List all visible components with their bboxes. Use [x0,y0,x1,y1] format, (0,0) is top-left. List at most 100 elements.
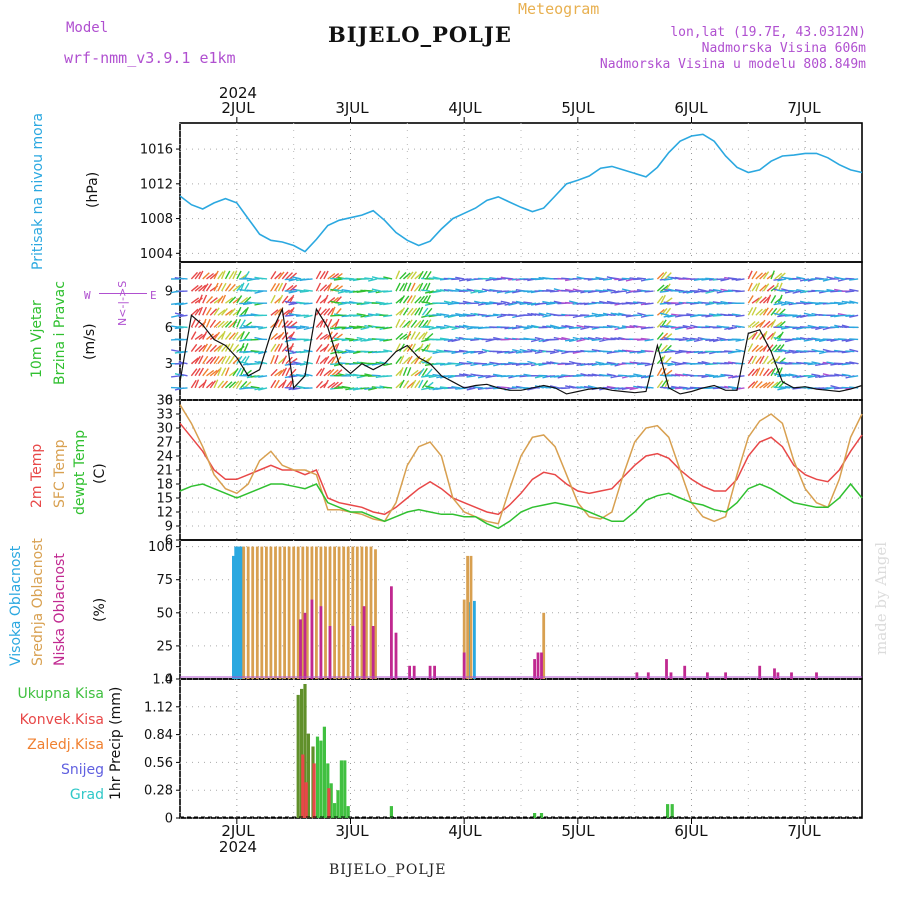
y-tick-label: 0.56 [144,756,173,771]
wind-arrow [656,284,665,292]
wind-arrow [515,300,525,304]
station-title: BIJELO_POLJE [328,22,512,47]
wind-arrow [637,325,647,329]
wind-arrow [508,290,518,293]
wind-arrow [421,289,431,292]
y-tick-label: 0 [165,673,173,688]
wind-arrow [751,355,758,365]
wind-arrow [773,372,783,377]
wind-arrow [803,302,813,305]
cloud-bar-mid_cloud [469,555,473,679]
wind-arrow [206,333,214,341]
lonlat-label: lon,lat (19.7E, 43.0312N) [670,25,866,40]
wind-arrow [375,361,385,365]
wind-arrow [383,314,393,318]
wind-arrow [364,387,374,390]
wind-arrow [564,338,575,342]
wind-arrow [762,307,769,316]
y-tick-label: 1.12 [144,700,173,715]
wind-arrow [213,270,219,280]
wind-arrow [315,295,322,304]
wind-arrow [527,325,537,329]
wind-arrow [406,355,413,365]
wind-arrow [660,367,667,377]
wind-arrow [341,338,351,342]
legend-conv-rain: Konvek.Kisa [19,712,104,728]
wind-arrow [755,272,763,280]
wind-arrow [213,345,222,353]
wind-arrow [410,369,419,377]
cloud-bar-mid_cloud [255,546,259,679]
wind-arrow [421,319,429,328]
wind-arrow [190,368,198,377]
wind-arrow [644,338,654,342]
wind-arrow [766,294,772,304]
wind-arrow [538,312,548,316]
wind-arrow [564,362,575,366]
wind-arrow [352,314,362,317]
wind-arrow [470,338,480,342]
wind-arrow [333,301,343,304]
wind-arrow [637,375,647,378]
wind-arrow [701,314,711,317]
wind-arrow [712,301,722,304]
wind-arrow [701,290,711,293]
wind-arrow [228,308,236,316]
wind-arrow [664,344,672,353]
wind-arrow [202,379,207,389]
wind-arrow [777,314,787,318]
wind-arrow [414,307,421,316]
wind-arrow [705,277,715,280]
wind-arrow [447,338,457,343]
wind-arrow [849,300,859,304]
y-tick-label: 27 [156,436,173,451]
wind-arrow [523,326,533,330]
cloud-bar-low_cloud [310,599,314,679]
wind-arrow [315,320,323,328]
wind-arrow [190,271,199,280]
wind-arrow [224,270,231,280]
precip-bar-total_precip [339,760,343,818]
y-tick-label: 15 [156,492,173,507]
wind-arrow [660,380,667,389]
wind-arrow [773,278,783,281]
wind-arrow [418,356,426,365]
wind-arrow [489,361,499,365]
cloud-bar-mid_cloud [315,546,318,679]
wind-arrow [277,271,285,280]
wind-arrow [281,367,288,377]
wind-arrow [568,338,578,343]
wind-arrow [383,302,393,306]
wind-arrow [770,331,777,340]
wind-arrow [751,344,759,353]
wind-arrow [724,350,734,353]
wind-arrow [777,387,787,391]
wind-arrow [240,296,249,304]
wind-arrow [674,350,685,355]
wind-arrow [292,387,302,391]
wind-arrow [198,270,204,280]
wind-arrow [284,278,294,281]
wind-arrow [546,325,556,329]
wind-arrow [561,289,571,292]
wind-arrow [406,330,412,340]
wind-arrow [849,314,859,318]
wind-arrow [281,282,287,292]
wind-arrow [755,295,763,304]
wind-arrow [174,302,184,306]
wind-arrow [289,343,295,352]
wind-arrow [792,350,802,354]
wind-arrow [660,284,669,292]
wind-arrow [512,349,522,353]
wind-arrow [242,302,253,306]
wind-arrow [299,325,309,329]
wind-arrow [171,375,181,378]
wind-arrow [190,308,199,316]
wind-arrow [656,272,665,280]
cloud-bar-mid_cloud [462,599,466,679]
wind-arrow [410,282,416,292]
wind-arrow [751,306,757,316]
wind-arrow [402,367,408,377]
wind-arrow [379,277,389,280]
wind-arrow [777,278,787,282]
